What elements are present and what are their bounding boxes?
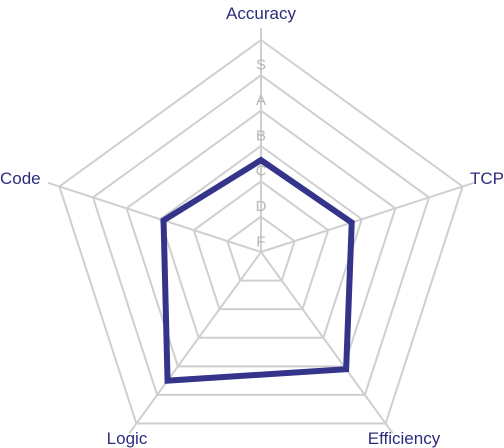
axis-label-efficiency: Efficiency bbox=[368, 429, 441, 448]
axis-label-accuracy: Accuracy bbox=[226, 4, 296, 23]
grid-ring bbox=[125, 109, 397, 368]
grid-ring bbox=[192, 180, 330, 311]
axis-spoke bbox=[260, 251, 394, 434]
axis-spoke bbox=[128, 251, 262, 434]
grade-tick-label: C bbox=[256, 163, 267, 180]
grade-tick-label: F bbox=[256, 233, 265, 250]
grid-ring bbox=[159, 144, 363, 339]
grade-tick-label: A bbox=[256, 92, 266, 109]
series-polygon bbox=[160, 156, 355, 384]
axis-spoke bbox=[47, 181, 262, 253]
axis-label-tcp: TCP bbox=[470, 169, 504, 188]
grade-tick-label: S bbox=[256, 57, 266, 74]
axis-label-code: Code bbox=[0, 169, 41, 188]
grid-ring bbox=[91, 74, 431, 396]
axis-label-logic: Logic bbox=[107, 429, 148, 448]
grade-tick-label: D bbox=[256, 198, 267, 215]
grade-tick-label: B bbox=[256, 127, 266, 144]
axis-spoke bbox=[260, 181, 475, 253]
grid-ring bbox=[226, 215, 296, 282]
grid-ring bbox=[58, 38, 464, 425]
